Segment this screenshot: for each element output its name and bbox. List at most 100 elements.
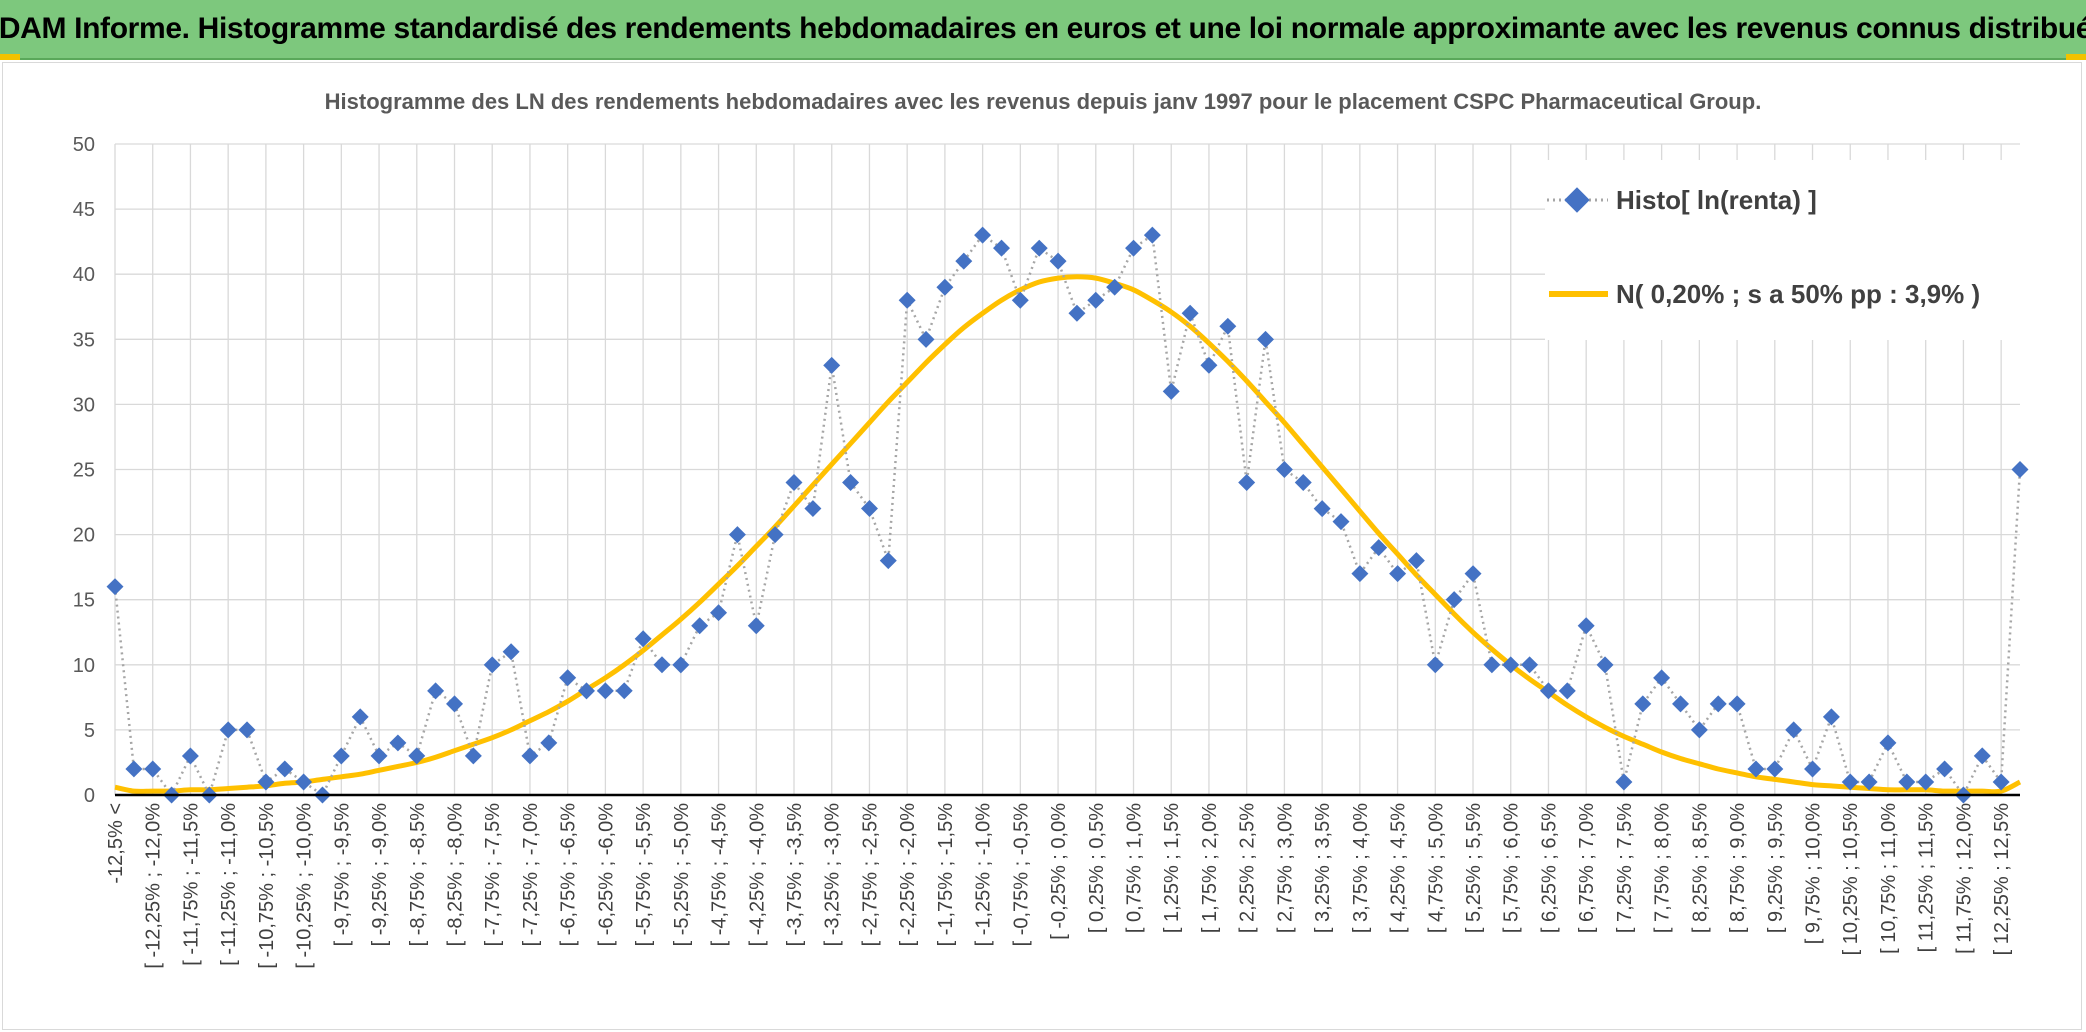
x-tick-label: [ -1,75% ; -1,5% [935,803,957,947]
histo-point [1804,760,1822,778]
x-tick-label: [ -2,75% ; -2,5% [859,803,881,947]
x-tick-label: [ -4,25% ; -4,0% [746,803,768,947]
histo-point [1125,239,1143,257]
histo-point [1539,682,1557,700]
histo-point [351,708,369,726]
y-tick-label: 45 [73,199,95,221]
histo-point [1464,565,1482,583]
histo-point [106,578,124,596]
chart-area [2,62,2082,1030]
histo-point [1785,721,1803,739]
histo-point [710,604,728,622]
x-tick-label: [ 9,25% ; 9,5% [1765,803,1787,933]
x-tick-label: [ -3,75% ; -3,5% [784,803,806,947]
histo-point [1294,474,1312,491]
histo-point [615,682,633,700]
x-tick-label: [ 2,25% ; 2,5% [1237,803,1259,933]
x-tick-label: [ -12,25% ; -12,0% [143,803,165,969]
histo-point [559,669,577,687]
histo-point [181,747,199,765]
histo-point [1068,304,1086,322]
histo-point [1634,695,1652,713]
x-tick-label: [ 6,25% ; 6,5% [1538,803,1560,933]
histo-point [766,526,784,544]
histo-point [1615,773,1633,791]
histo-point [295,773,313,791]
x-tick-label: [ 8,75% ; 9,0% [1727,803,1749,933]
x-tick-label: [ -6,25% ; -6,0% [595,803,617,947]
x-tick-label: [ 8,25% ; 8,5% [1689,803,1711,933]
histo-point [1389,565,1407,583]
histo-point [1577,617,1595,635]
histo-point [879,552,897,570]
histo-point [993,239,1011,257]
banner-accent-left [0,54,20,60]
legend-item-normal: N( 0,20% ; s a 50% pp : 3,9% ) [1545,274,1980,314]
y-tick-label: 50 [73,134,95,156]
x-tick-label: [ -7,75% ; -7,5% [482,803,504,947]
histo-point [464,747,482,765]
histo-point [1087,291,1105,309]
x-tick-label: [ -9,25% ; -9,0% [369,803,391,947]
y-tick-label: 20 [73,525,95,547]
y-tick-label: 35 [73,329,95,351]
x-tick-label: [ 10,25% ; 10,5% [1840,803,1862,956]
x-tick-label: [ -9,75% ; -9,5% [331,803,353,947]
x-tick-label: [ -6,75% ; -6,5% [558,803,580,947]
histo-point [1238,474,1256,491]
histo-point [1407,552,1425,570]
histo-point [1219,317,1237,335]
y-tick-label: 5 [84,720,95,742]
histo-point [691,617,709,635]
histo-point [1257,330,1275,348]
legend-swatch-normal [1545,274,1610,314]
y-tick-label: 30 [73,394,95,416]
x-tick-label: [ -10,75% ; -10,5% [256,803,278,969]
histo-point [1521,656,1539,674]
histo-point [1030,239,1048,257]
x-tick-label: [ -8,25% ; -8,0% [445,803,467,947]
x-tick-label: [ -10,25% ; -10,0% [294,803,316,969]
x-tick-label: [ -5,75% ; -5,5% [633,803,655,947]
x-tick-label: [ 7,25% ; 7,5% [1614,803,1636,933]
histo-point [1860,773,1878,791]
x-tick-label: [ -1,25% ; -1,0% [973,803,995,947]
histo-point [483,656,501,674]
x-tick-label: [ -11,25% ; -11,0% [218,803,240,966]
histo-point [785,474,803,492]
histo-point [1672,695,1690,713]
x-tick-label: -12,5% < [105,803,127,884]
x-tick-label: [ -11,75% ; -11,5% [180,803,202,966]
histo-point [974,226,992,244]
histo-point [1596,656,1614,674]
histo-point [332,747,350,765]
histo-point [446,695,464,713]
legend-swatch-histo [1545,180,1610,220]
histo-point [1653,669,1671,687]
x-tick-label: [ 1,75% ; 2,0% [1199,803,1221,933]
histo-point [861,500,878,518]
histo-point [747,617,765,635]
x-tick-label: [ 11,25% ; 11,5% [1916,803,1938,953]
histo-point [219,721,237,739]
histo-point [1351,565,1369,583]
histo-point [823,356,841,374]
x-tick-label: [ -0,25% ; 0,0% [1048,803,1070,940]
y-tick-label: 10 [73,655,95,677]
x-tick-label: [ -4,75% ; -4,5% [709,803,731,947]
histo-point [1558,682,1576,700]
histo-point [653,656,671,674]
y-tick-label: 0 [84,785,95,807]
histo-point [1502,656,1520,674]
histo-point [955,252,973,270]
histogram-series-line [113,232,2022,799]
histo-point [1200,356,1218,374]
histo-point [125,760,143,778]
histo-point [257,773,275,791]
histo-point [276,760,294,778]
histo-point [672,656,690,674]
histo-point [578,682,595,700]
legend-item-histo: Histo[ ln(renta) ] [1545,180,1817,220]
histo-point [370,747,388,765]
histo-point [1332,513,1350,531]
